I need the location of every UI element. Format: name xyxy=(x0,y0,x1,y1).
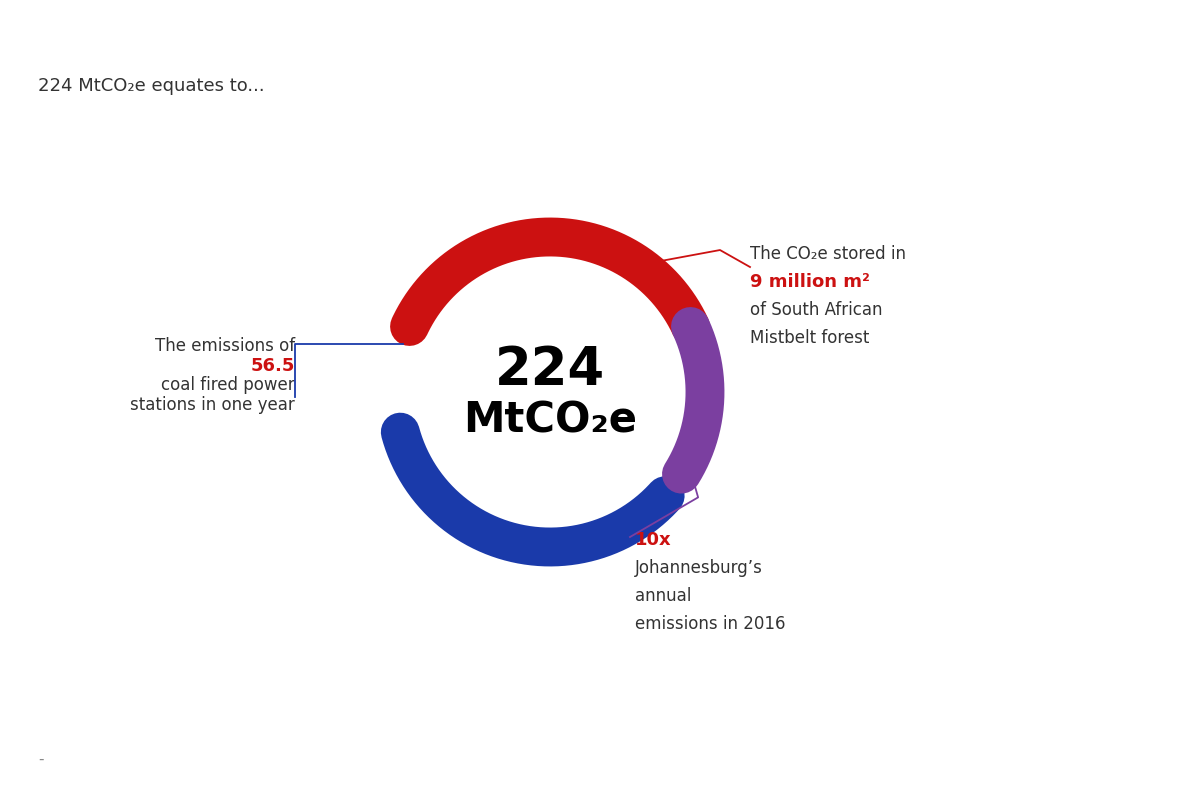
Text: 10x: 10x xyxy=(635,531,672,549)
Text: Mistbelt forest: Mistbelt forest xyxy=(750,329,869,347)
Text: annual: annual xyxy=(635,587,691,605)
Text: 9 million m²: 9 million m² xyxy=(750,273,870,291)
Text: coal fired power: coal fired power xyxy=(161,376,295,395)
Text: 56.5: 56.5 xyxy=(251,357,295,375)
Text: of South African: of South African xyxy=(750,301,882,319)
Text: The CO₂e stored in: The CO₂e stored in xyxy=(750,245,906,263)
Text: The emissions of: The emissions of xyxy=(155,337,295,355)
Text: 224 MtCO₂e equates to...: 224 MtCO₂e equates to... xyxy=(38,77,265,95)
Text: Johannesburg’s: Johannesburg’s xyxy=(635,559,763,577)
Text: stations in one year: stations in one year xyxy=(131,396,295,414)
Text: -: - xyxy=(38,752,43,767)
Text: MtCO₂e: MtCO₂e xyxy=(463,399,637,441)
Text: 224: 224 xyxy=(494,344,605,396)
Text: emissions in 2016: emissions in 2016 xyxy=(635,615,786,633)
